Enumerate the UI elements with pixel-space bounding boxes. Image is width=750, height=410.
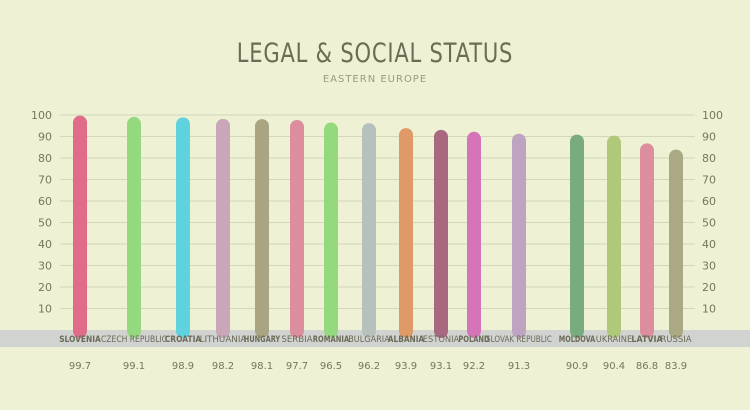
value-label: 99.7 [69,361,91,372]
category-label: SERBIA [281,335,313,345]
value-label: 91.3 [508,361,530,372]
category-label: ESTONIA [423,335,460,345]
bar [467,131,481,338]
y-tick-label-left: 100 [31,109,52,122]
y-tick-label-right: 70 [702,174,716,187]
y-tick-label-left: 30 [38,260,52,273]
chart-title: LEGAL & SOCIAL STATUS [236,38,514,69]
category-label: LATVIA [631,335,662,345]
value-label: 86.8 [636,361,658,372]
value-label: 96.5 [320,361,342,372]
bar [362,123,376,338]
y-tick-label-left: 10 [38,303,52,316]
value-label: 98.2 [212,361,234,372]
bar [512,133,526,338]
y-tick-label-left: 20 [38,281,52,294]
bar [570,134,584,338]
value-label: 97.7 [286,361,308,372]
y-tick-label-right: 30 [702,260,716,273]
category-label: RUSSIA [660,335,692,345]
y-tick-label-right: 100 [702,109,723,122]
bar [669,149,683,338]
bar [640,143,654,338]
value-label: 98.1 [251,361,273,372]
y-tick-label-right: 10 [702,303,716,316]
category-label: CROATIA [165,335,201,345]
y-tick-label-left: 60 [38,195,52,208]
y-tick-label-right: 60 [702,195,716,208]
value-label: 93.9 [395,361,417,372]
bar [255,119,269,339]
value-label: 96.2 [358,361,380,372]
y-tick-label-left: 40 [38,238,52,251]
bar [216,118,230,339]
category-label: SLOVAK REPUBLIC [486,335,552,345]
bar [434,129,448,338]
y-tick-label-left: 90 [38,131,52,144]
y-tick-label-left: 70 [38,174,52,187]
chart-subtitle: EASTERN EUROPE [322,74,428,85]
y-tick-label-right: 40 [702,238,716,251]
category-label: BULGARIA [348,335,390,345]
category-label: ROMANIA [313,335,349,345]
y-tick-label-left: 50 [38,217,52,230]
category-label: ALBANIA [388,335,424,345]
value-label: 92.2 [463,361,485,372]
y-tick-label-right: 20 [702,281,716,294]
bar [176,117,190,339]
value-label: 93.1 [430,361,452,372]
bar [607,135,621,338]
bar [73,115,87,339]
category-label: SLOVENIA [59,335,101,345]
bar [290,119,304,338]
bar [399,128,413,338]
category-label: CZECH REPUBLIC [101,335,167,345]
category-label: UKRAINE [596,335,633,345]
y-tick-label-right: 50 [702,217,716,230]
bar [324,122,338,339]
bar [127,116,141,338]
value-label: 99.1 [123,361,145,372]
y-tick-label-right: 80 [702,152,716,165]
value-label: 83.9 [665,361,687,372]
y-tick-label-left: 80 [38,152,52,165]
value-label: 98.9 [172,361,194,372]
category-label: HUNGARY [244,335,281,345]
value-label: 90.4 [603,361,625,372]
value-label: 90.9 [566,361,588,372]
y-tick-label-right: 90 [702,131,716,144]
category-label: MOLDOVA [559,335,595,345]
category-label: LITHUANIA [200,335,248,345]
category-label: POLAND [458,335,489,345]
